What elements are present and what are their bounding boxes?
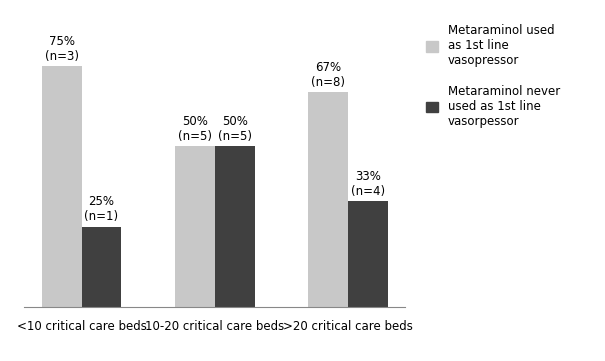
Text: 50%
(n=5): 50% (n=5)	[218, 115, 252, 143]
Bar	[42, 66, 82, 307]
Bar	[308, 92, 348, 307]
Bar	[82, 227, 122, 307]
Text: 75%
(n=3): 75% (n=3)	[45, 35, 79, 63]
Text: 67%
(n=8): 67% (n=8)	[311, 61, 345, 89]
Bar	[215, 147, 255, 307]
Text: 50%
(n=5): 50% (n=5)	[178, 115, 212, 143]
Bar	[348, 201, 388, 307]
Legend: Metaraminol used
as 1st line
vasopressor, Metaraminol never
used as 1st line
vas: Metaraminol used as 1st line vasopressor…	[427, 24, 560, 128]
Text: 25%
(n=1): 25% (n=1)	[85, 195, 119, 223]
Text: 33%
(n=4): 33% (n=4)	[351, 170, 385, 198]
Bar	[175, 147, 215, 307]
